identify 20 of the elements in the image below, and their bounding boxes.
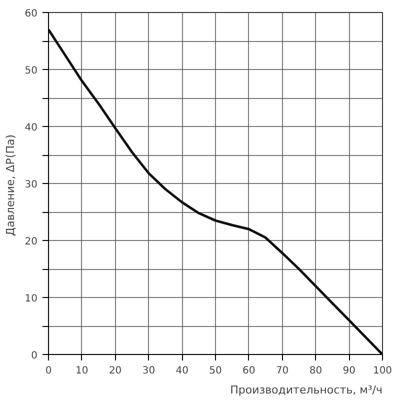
x-tick-label: 40 [176, 366, 188, 376]
x-tick-label: 70 [276, 366, 289, 376]
x-tick-label: 30 [142, 366, 156, 376]
x-tick-label: 0 [45, 366, 52, 376]
y-tick-label: 20 [24, 236, 38, 248]
y-tick-label: 10 [24, 294, 38, 304]
y-tick-label: 40 [24, 122, 38, 134]
x-tick-label: 90 [342, 366, 356, 376]
y-tick-label: 50 [24, 66, 38, 76]
x-tick-label: 100 [372, 366, 392, 376]
y-axis-title: Давление, ΔP(Па) [4, 134, 17, 236]
y-tick-label: 30 [24, 180, 38, 190]
x-tick-label: 60 [242, 366, 256, 376]
x-tick-label: 80 [309, 366, 322, 376]
x-tick-label: 10 [76, 366, 88, 376]
x-axis-title: Производительность, м³/ч [230, 384, 382, 396]
x-tick-label: 20 [108, 366, 122, 376]
x-tick-label: 50 [209, 366, 222, 376]
y-tick-label: 0 [31, 350, 38, 362]
y-tick-label: 60 [24, 8, 38, 20]
